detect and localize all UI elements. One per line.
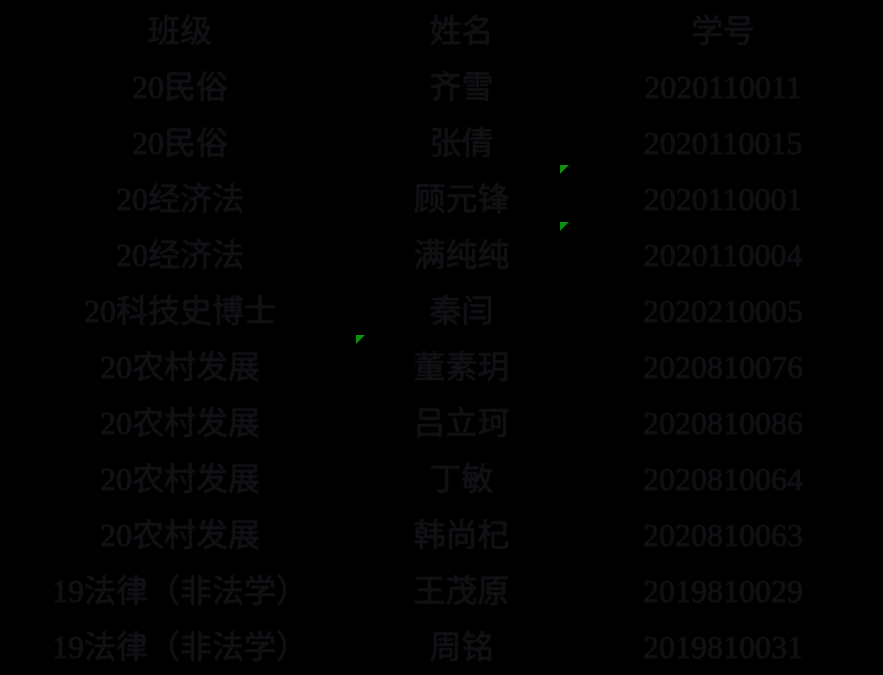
table-row: 20农村发展 董素玥 2020810076 xyxy=(0,339,883,395)
table-row: 20民俗 齐雪 2020110011 xyxy=(0,59,883,115)
cell-name: 满纯纯 xyxy=(413,237,510,273)
cell-class: 20科技史博士 xyxy=(83,293,276,329)
cell-name: 吕立珂 xyxy=(413,405,510,441)
cell-id: 2020110015 xyxy=(643,125,803,161)
cell-error-indicator-icon xyxy=(560,222,569,231)
header-name: 姓名 xyxy=(429,13,494,49)
table-row: 20农村发展 吕立珂 2020810086 xyxy=(0,395,883,451)
cell-class: 20经济法 xyxy=(115,237,244,273)
cell-id: 2020810063 xyxy=(643,517,803,553)
cell-name: 周铭 xyxy=(429,629,494,665)
cell-class: 20经济法 xyxy=(115,181,244,217)
table-row: 20农村发展 丁敏 2020810064 xyxy=(0,451,883,507)
table-row: 20农村发展 韩尚杞 2020810063 xyxy=(0,507,883,563)
cell-class: 20民俗 xyxy=(131,125,228,161)
table-row: 20经济法 顾元锋 2020110001 xyxy=(0,171,883,227)
cell-id: 2020810076 xyxy=(643,349,803,385)
cell-id: 2020210005 xyxy=(643,293,803,329)
cell-name: 丁敏 xyxy=(429,461,494,497)
cell-class: 20农村发展 xyxy=(99,517,260,553)
cell-name: 韩尚杞 xyxy=(413,517,510,553)
cell-class: 20农村发展 xyxy=(99,405,260,441)
cell-class: 20农村发展 xyxy=(99,461,260,497)
cell-id: 2019810031 xyxy=(643,629,803,665)
cell-class: 19法律（非法学） xyxy=(51,573,308,609)
cell-id: 2020110001 xyxy=(643,181,803,217)
cell-class: 20民俗 xyxy=(131,69,228,105)
cell-name: 秦闫 xyxy=(429,293,494,329)
cell-id: 2020110011 xyxy=(644,69,802,105)
header-id: 学号 xyxy=(690,13,755,49)
cell-error-indicator-icon xyxy=(560,165,569,174)
student-table: 班级 姓名 学号 20民俗 齐雪 2020110011 20民俗 张倩 2020… xyxy=(0,3,883,675)
cell-id: 2019810029 xyxy=(643,573,803,609)
cell-name: 王茂原 xyxy=(413,573,510,609)
cell-error-indicator-icon xyxy=(356,335,365,344)
cell-name: 齐雪 xyxy=(429,69,494,105)
table-row: 20经济法 满纯纯 2020110004 xyxy=(0,227,883,283)
cell-id: 2020110004 xyxy=(643,237,803,273)
table-header-row: 班级 姓名 学号 xyxy=(0,3,883,59)
cell-id: 2020810064 xyxy=(643,461,803,497)
table-row: 20科技史博士 秦闫 2020210005 xyxy=(0,283,883,339)
cell-name: 顾元锋 xyxy=(413,181,510,217)
header-class: 班级 xyxy=(147,13,212,49)
table-row: 20民俗 张倩 2020110015 xyxy=(0,115,883,171)
cell-name: 张倩 xyxy=(429,125,494,161)
cell-id: 2020810086 xyxy=(643,405,803,441)
cell-class: 19法律（非法学） xyxy=(51,629,308,665)
cell-class: 20农村发展 xyxy=(99,349,260,385)
cell-name: 董素玥 xyxy=(413,349,510,385)
table-row: 19法律（非法学） 周铭 2019810031 xyxy=(0,619,883,675)
table-row: 19法律（非法学） 王茂原 2019810029 xyxy=(0,563,883,619)
